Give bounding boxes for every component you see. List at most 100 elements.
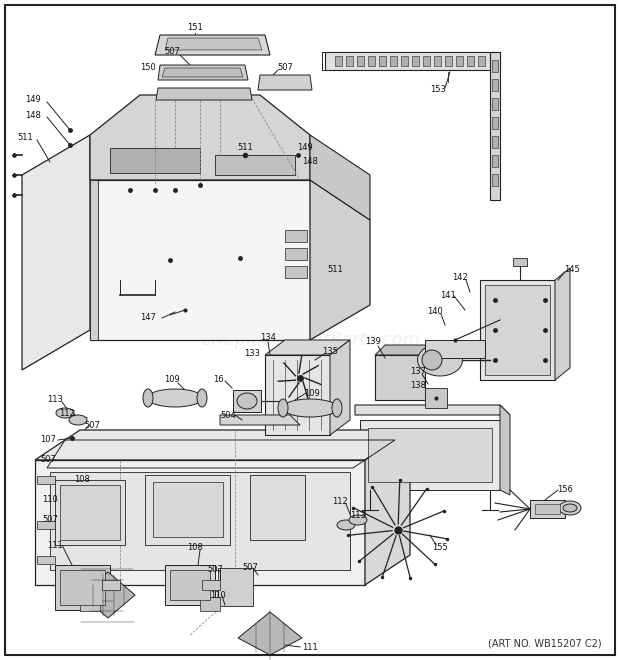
Bar — [530, 500, 565, 518]
Ellipse shape — [197, 389, 207, 407]
Bar — [153, 482, 223, 537]
Bar — [335, 56, 342, 66]
Bar — [170, 570, 210, 600]
Bar — [401, 56, 408, 66]
Polygon shape — [155, 35, 270, 55]
Text: 139: 139 — [365, 337, 381, 346]
Text: 507: 507 — [40, 455, 56, 465]
Text: 108: 108 — [187, 543, 203, 552]
Polygon shape — [265, 340, 350, 355]
Ellipse shape — [69, 415, 87, 425]
Bar — [90, 180, 98, 340]
Polygon shape — [325, 52, 500, 70]
Bar — [535, 504, 560, 514]
Text: 150: 150 — [140, 63, 156, 73]
Text: (ART NO. WB15207 C2): (ART NO. WB15207 C2) — [488, 638, 601, 648]
Text: eReplacementParts.com: eReplacementParts.com — [200, 331, 420, 349]
Polygon shape — [50, 472, 350, 570]
Polygon shape — [238, 612, 302, 655]
Polygon shape — [110, 148, 200, 173]
Ellipse shape — [143, 389, 153, 407]
Bar — [492, 155, 498, 167]
Polygon shape — [90, 95, 310, 180]
Polygon shape — [258, 75, 312, 90]
Bar — [55, 480, 125, 545]
Bar — [265, 355, 330, 435]
Bar — [165, 565, 215, 605]
Bar — [368, 428, 492, 482]
Bar — [492, 136, 498, 148]
Bar — [425, 340, 485, 358]
Bar — [492, 174, 498, 186]
Polygon shape — [220, 415, 300, 425]
Text: 138: 138 — [410, 381, 426, 389]
Bar — [360, 420, 500, 490]
Text: 148: 148 — [25, 110, 41, 119]
Bar — [492, 79, 498, 91]
Text: 112: 112 — [332, 498, 348, 506]
Text: 109: 109 — [304, 389, 320, 397]
Bar — [250, 475, 305, 540]
Polygon shape — [355, 405, 510, 415]
Bar — [233, 390, 261, 412]
Polygon shape — [330, 340, 350, 435]
Bar — [200, 597, 220, 611]
Text: 112: 112 — [59, 409, 75, 418]
Polygon shape — [158, 65, 248, 80]
Bar — [492, 60, 498, 72]
Text: 511: 511 — [17, 133, 33, 143]
Text: 133: 133 — [244, 348, 260, 358]
Text: 507: 507 — [207, 566, 223, 574]
Bar — [368, 56, 375, 66]
Text: 113: 113 — [350, 510, 366, 519]
Polygon shape — [365, 430, 410, 585]
Ellipse shape — [332, 399, 342, 417]
Bar — [218, 568, 253, 606]
Text: 148: 148 — [302, 158, 318, 166]
Polygon shape — [165, 38, 262, 50]
Bar — [55, 565, 110, 610]
Text: 147: 147 — [140, 314, 156, 323]
Ellipse shape — [337, 520, 355, 530]
Text: 504: 504 — [220, 411, 236, 420]
Bar — [412, 56, 419, 66]
Text: 137: 137 — [410, 368, 426, 376]
Bar — [60, 485, 120, 540]
Bar — [492, 98, 498, 110]
Bar — [513, 258, 527, 266]
Text: 135: 135 — [322, 348, 338, 356]
Text: 156: 156 — [557, 486, 573, 494]
Ellipse shape — [422, 350, 442, 370]
Bar — [375, 355, 425, 400]
Polygon shape — [90, 180, 310, 340]
Text: 140: 140 — [427, 308, 443, 317]
Text: 111: 111 — [47, 541, 63, 550]
Bar — [37, 476, 55, 484]
Polygon shape — [490, 52, 500, 200]
Polygon shape — [555, 268, 570, 380]
Bar — [202, 580, 220, 590]
Ellipse shape — [237, 393, 257, 409]
Polygon shape — [310, 180, 370, 340]
Text: 134: 134 — [260, 333, 276, 343]
Text: 149: 149 — [25, 96, 41, 104]
Bar — [434, 56, 441, 66]
Text: 145: 145 — [564, 265, 580, 275]
Bar — [37, 556, 55, 564]
Text: 507: 507 — [84, 420, 100, 430]
Polygon shape — [35, 460, 365, 585]
Text: 507: 507 — [164, 48, 180, 57]
Polygon shape — [215, 155, 295, 175]
Polygon shape — [375, 345, 435, 355]
Text: 511: 511 — [237, 143, 253, 152]
Ellipse shape — [56, 408, 74, 418]
Bar — [492, 117, 498, 129]
Bar — [467, 56, 474, 66]
Bar — [145, 475, 230, 545]
Text: 507: 507 — [242, 564, 258, 572]
Bar — [80, 597, 100, 611]
Bar — [390, 56, 397, 66]
Text: 155: 155 — [432, 543, 448, 552]
Text: 16: 16 — [213, 376, 223, 385]
Bar — [285, 248, 307, 260]
